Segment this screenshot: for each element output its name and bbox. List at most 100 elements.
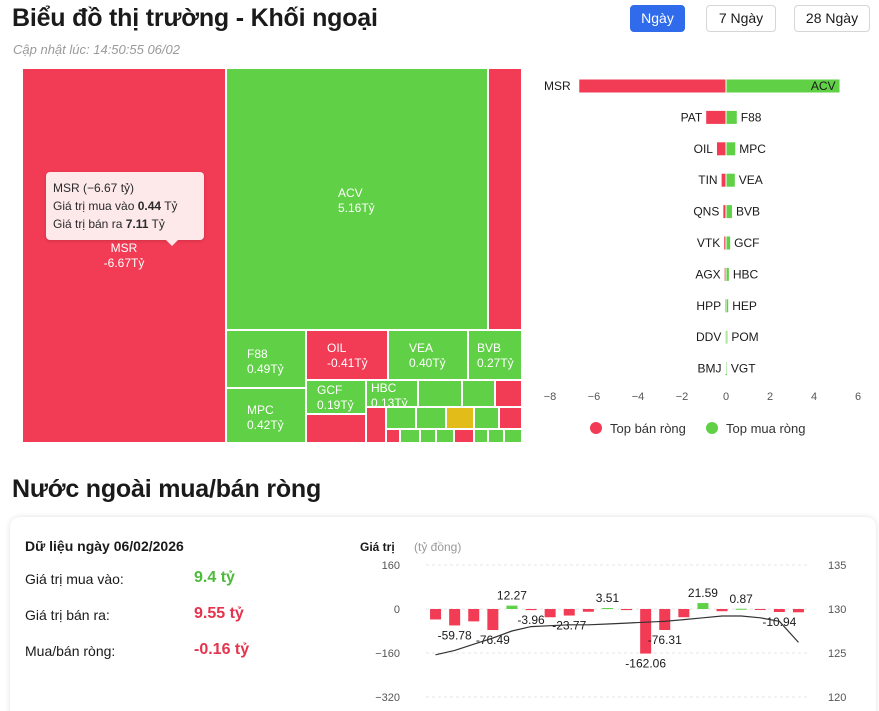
- net-value-label: Mua/bán ròng:: [25, 643, 116, 659]
- treemap-tile-oil[interactable]: OIL -0.41Tỷ: [306, 330, 388, 380]
- treemap-tile-vea[interactable]: VEA 0.40Tỷ: [388, 330, 468, 380]
- net-bar: [621, 609, 633, 611]
- sell-ticker-label: TIN: [698, 173, 717, 187]
- treemap-tile-bvb[interactable]: BVB 0.27Tỷ: [468, 330, 522, 380]
- buy-bar: [726, 236, 731, 250]
- buy-ticker-label: GCF: [734, 236, 759, 250]
- buy-ticker-label: HEP: [732, 299, 757, 313]
- treemap-tile-small[interactable]: [386, 407, 416, 429]
- y-left-tick-label: −320: [375, 692, 400, 704]
- buy-bar: [726, 110, 737, 124]
- legend-label: Top bán ròng: [610, 421, 686, 436]
- treemap-tile-small[interactable]: [436, 429, 454, 443]
- net-bar: [773, 609, 785, 613]
- tooltip-title: MSR (−6.67 tỷ): [53, 181, 135, 195]
- tile-value: 0.42Tỷ: [247, 418, 284, 432]
- net-bar: [487, 609, 499, 631]
- treemap-tile-small[interactable]: [418, 380, 462, 407]
- treemap-tile-small[interactable]: [504, 429, 522, 443]
- treemap-tile-small[interactable]: [366, 407, 386, 443]
- period-day-button[interactable]: Ngày: [630, 5, 685, 32]
- treemap-tile-gcf[interactable]: GCF 0.19Tỷ: [306, 380, 366, 414]
- net-bar: [735, 608, 747, 610]
- x-tick-label: 2: [767, 391, 773, 403]
- buy-ticker-label: VGT: [731, 362, 756, 376]
- treemap-tile-acv[interactable]: ACV 5.16Tỷ: [226, 68, 488, 330]
- x-tick-label: −8: [544, 391, 557, 403]
- y-right-tick-label: 130: [828, 604, 846, 616]
- tile-label: MSR: [110, 241, 138, 255]
- treemap-tile-small[interactable]: [474, 429, 488, 443]
- net-bar: [582, 609, 594, 612]
- net-bar: [525, 609, 537, 611]
- tooltip-sell-row: Giá trị bán ra 7.11 Tỷ: [53, 217, 165, 231]
- y-left-tick-label: 160: [382, 560, 400, 572]
- treemap-tile-small[interactable]: [499, 407, 522, 429]
- treemap-tile-hbc[interactable]: HBC 0.13Tỷ: [366, 380, 418, 407]
- sell-ticker-label: DDV: [696, 330, 721, 344]
- top-net-bar-chart: MSR ACV PAT F88 OIL MPC TIN VEA QNS BVB VTK GCF AGX H…: [544, 76, 861, 436]
- net-bar: [716, 609, 728, 612]
- treemap-tile-neutral[interactable]: [446, 407, 474, 429]
- chart-title: Giá trị: [360, 540, 395, 554]
- net-bar: [563, 609, 575, 616]
- treemap-tile-small[interactable]: [420, 429, 436, 443]
- treemap-tile-small[interactable]: [416, 407, 446, 429]
- net-bar: [659, 609, 671, 630]
- net-bar: [640, 609, 652, 654]
- net-bar: [506, 605, 518, 609]
- sell-ticker-label: QNS: [693, 205, 719, 219]
- tooltip-buy-row: Giá trị mua vào 0.44 Tỷ: [53, 199, 178, 213]
- treemap-tile-mpc[interactable]: MPC 0.42Tỷ: [226, 388, 306, 443]
- buy-ticker-label: ACV: [811, 79, 836, 93]
- treemap-tile-msr[interactable]: MSR -6.67Tỷ: [22, 68, 226, 443]
- bar-value-label: 12.27: [497, 589, 527, 603]
- y-left-tick-label: 0: [394, 604, 400, 616]
- sell-value-label: Giá trị bán ra:: [25, 607, 110, 623]
- treemap-tile-small[interactable]: [474, 407, 499, 429]
- y-left-tick-label: −160: [375, 648, 400, 660]
- legend-dot: [590, 422, 602, 434]
- net-bar: [792, 609, 804, 613]
- bar-value-label: -76.31: [648, 633, 682, 647]
- sell-ticker-label: BMJ: [698, 362, 722, 376]
- buy-ticker-label: MPC: [739, 142, 766, 156]
- net-bar: [544, 609, 556, 618]
- tile-label: MPC: [247, 403, 274, 417]
- sell-value: 9.55 tỷ: [194, 605, 244, 622]
- x-tick-label: −2: [676, 391, 689, 403]
- buy-bar: [726, 79, 840, 93]
- treemap-tile-sell-right[interactable]: [488, 68, 522, 330]
- bar-value-label: 0.87: [729, 592, 753, 606]
- bar-value-label: -76.49: [476, 633, 510, 647]
- net-card: Dữ liệu ngày 06/02/2026 Giá trị mua vào:…: [10, 517, 876, 711]
- x-tick-label: 0: [723, 391, 729, 403]
- treemap-tile-small[interactable]: [306, 414, 366, 443]
- treemap-tile-small[interactable]: [454, 429, 474, 443]
- net-bar: [468, 609, 480, 622]
- y-right-tick-label: 125: [828, 648, 846, 660]
- period-28-days-button[interactable]: 28 Ngày: [794, 5, 870, 32]
- treemap-tooltip: MSR (−6.67 tỷ) Giá trị mua vào 0.44 Tỷ G…: [46, 172, 204, 246]
- buy-bar: [726, 142, 736, 156]
- treemap-tile-small[interactable]: [488, 429, 504, 443]
- period-7-days-button[interactable]: 7 Ngày: [706, 5, 776, 32]
- sell-ticker-label: VTK: [697, 236, 720, 250]
- sell-bar: [721, 173, 726, 187]
- treemap-tile-f88[interactable]: F88 0.49Tỷ: [226, 330, 306, 388]
- treemap-tile-small[interactable]: [386, 429, 400, 443]
- tile-label: ACV: [338, 186, 363, 200]
- net-bar: [678, 609, 690, 618]
- chart-unit: (tỷ đồng): [414, 540, 461, 554]
- buy-ticker-label: VEA: [739, 173, 763, 187]
- x-tick-label: −4: [632, 391, 645, 403]
- tile-value: 0.40Tỷ: [409, 356, 446, 370]
- treemap-tile-small[interactable]: [495, 380, 522, 407]
- treemap-tile-small[interactable]: [400, 429, 420, 443]
- y-right-tick-label: 135: [828, 560, 846, 572]
- treemap-tile-small[interactable]: [462, 380, 495, 407]
- buy-ticker-label: BVB: [736, 205, 760, 219]
- buy-bar: [726, 330, 728, 344]
- tile-value: 0.49Tỷ: [247, 362, 284, 376]
- sell-ticker-label: PAT: [681, 110, 703, 124]
